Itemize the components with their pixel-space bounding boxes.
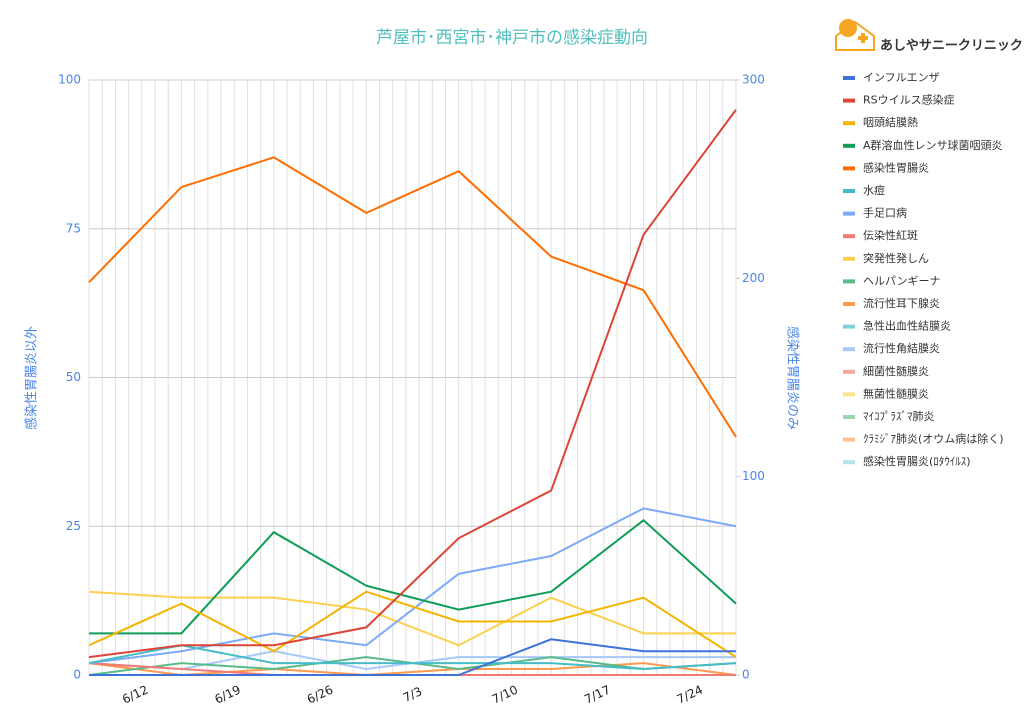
legend-label: 無菌性髄膜炎 — [863, 386, 929, 400]
y-tick-label: 100 — [58, 73, 81, 87]
x-tick-label: 6/12 — [120, 683, 150, 707]
series-line — [89, 638, 736, 676]
legend-label: 感染性胃腸炎(ﾛﾀｳｲﾙｽ) — [863, 454, 971, 468]
legend-label: 急性出血性結膜炎 — [863, 319, 951, 333]
x-tick-label: 7/17 — [582, 683, 612, 707]
legend-label: 流行性角結膜炎 — [863, 341, 940, 355]
legend-label: A群溶血性レンサ球菌咽頭炎 — [863, 138, 1003, 152]
y-tick-label: 75 — [66, 221, 81, 235]
series-line — [88, 109, 737, 659]
series-line — [88, 590, 737, 658]
legend-label: 水痘 — [863, 183, 885, 197]
y2-tick-label: 300 — [742, 73, 765, 87]
x-tick-label: 7/10 — [490, 683, 520, 707]
y2-tick-label: 0 — [742, 668, 750, 682]
legend-label: 細菌性髄膜炎 — [863, 364, 929, 378]
legend-label: ﾏｲｺﾌﾟﾗｽﾞﾏ肺炎 — [863, 410, 935, 423]
brand-name: あしやサニークリニック — [880, 39, 1023, 54]
y-tick-label: 0 — [73, 668, 81, 682]
legend-label: 咽頭結膜熱 — [863, 115, 918, 129]
y2-tick-label: 200 — [742, 271, 765, 285]
series-line — [88, 650, 736, 671]
legend-label: 感染性胃腸炎 — [863, 160, 929, 174]
y-tick-label: 50 — [66, 370, 81, 384]
legend-label: ヘルパンギーナ — [863, 274, 941, 287]
legend-label: ｸﾗﾐｼﾞｱ肺炎(オウム病は除く) — [863, 432, 1004, 446]
y2-tick-label: 100 — [742, 469, 765, 483]
legend-label: 伝染性紅斑 — [863, 228, 918, 242]
logo-house — [835, 20, 875, 51]
y-tick-label: 25 — [66, 519, 81, 533]
legend-label: 手足口病 — [863, 206, 907, 220]
x-tick-label: 6/26 — [305, 683, 335, 707]
series-line — [88, 156, 737, 438]
legend-label: 突発性発しん — [863, 251, 929, 265]
y-axis-title: 感染性胃腸炎以外 — [24, 326, 40, 430]
legend-label: 流行性耳下腺炎 — [863, 296, 940, 310]
legend-label: インフルエンザ — [863, 71, 940, 84]
y2-axis-title: 感染性胃腸炎のみ — [785, 326, 801, 430]
series-line — [88, 644, 737, 671]
series-line — [88, 590, 736, 647]
logo — [835, 19, 875, 51]
x-tick-label: 6/19 — [212, 683, 242, 707]
series-line — [89, 518, 737, 635]
series-line — [88, 507, 737, 665]
chart-title: 芦屋市･西宮市･神戸市の感染症動向 — [376, 28, 648, 48]
x-tick-label: 7/3 — [401, 684, 424, 705]
logo-cross — [858, 33, 868, 43]
legend-label: RSウイルス感染症 — [863, 93, 955, 107]
x-tick-label: 7/24 — [675, 683, 705, 707]
